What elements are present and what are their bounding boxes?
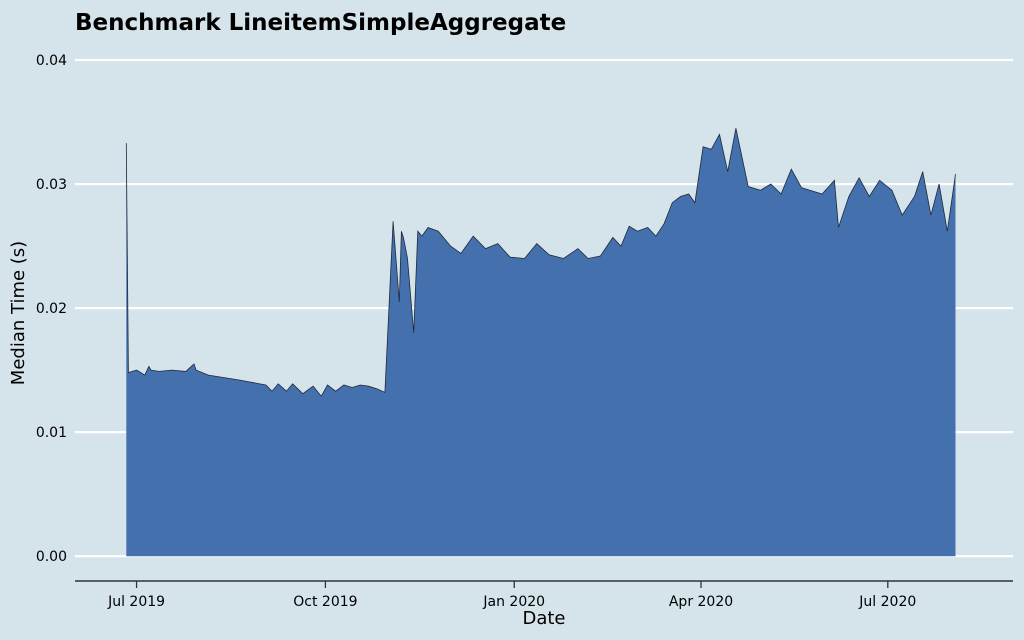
- area-fill: [126, 128, 956, 557]
- y-tick-label: 0.03: [36, 177, 67, 193]
- y-tick-label: 0.04: [36, 53, 67, 69]
- y-tick-label: 0.01: [36, 425, 67, 441]
- y-tick-label: 0.02: [36, 301, 67, 317]
- y-axis: 0.00 0.01 0.02 0.03 0.04: [36, 53, 67, 565]
- x-tick-label: Jul 2020: [858, 594, 916, 610]
- x-tick-label: Oct 2019: [293, 594, 357, 610]
- series-line: [125, 128, 956, 397]
- x-tick-label: Jan 2020: [482, 594, 545, 610]
- x-axis: Jul 2019 Oct 2019 Jan 2020 Apr 2020 Jul 2020: [75, 580, 1013, 610]
- y-axis-label: Median Time (s): [8, 241, 29, 385]
- x-tick-label: Apr 2020: [669, 594, 733, 610]
- y-tick-label: 0.00: [36, 549, 67, 565]
- x-tick-label: Jul 2019: [107, 594, 165, 610]
- area-series: [125, 128, 956, 557]
- x-axis-label: Date: [522, 608, 565, 629]
- chart-title: Benchmark LineitemSimpleAggregate: [75, 10, 566, 36]
